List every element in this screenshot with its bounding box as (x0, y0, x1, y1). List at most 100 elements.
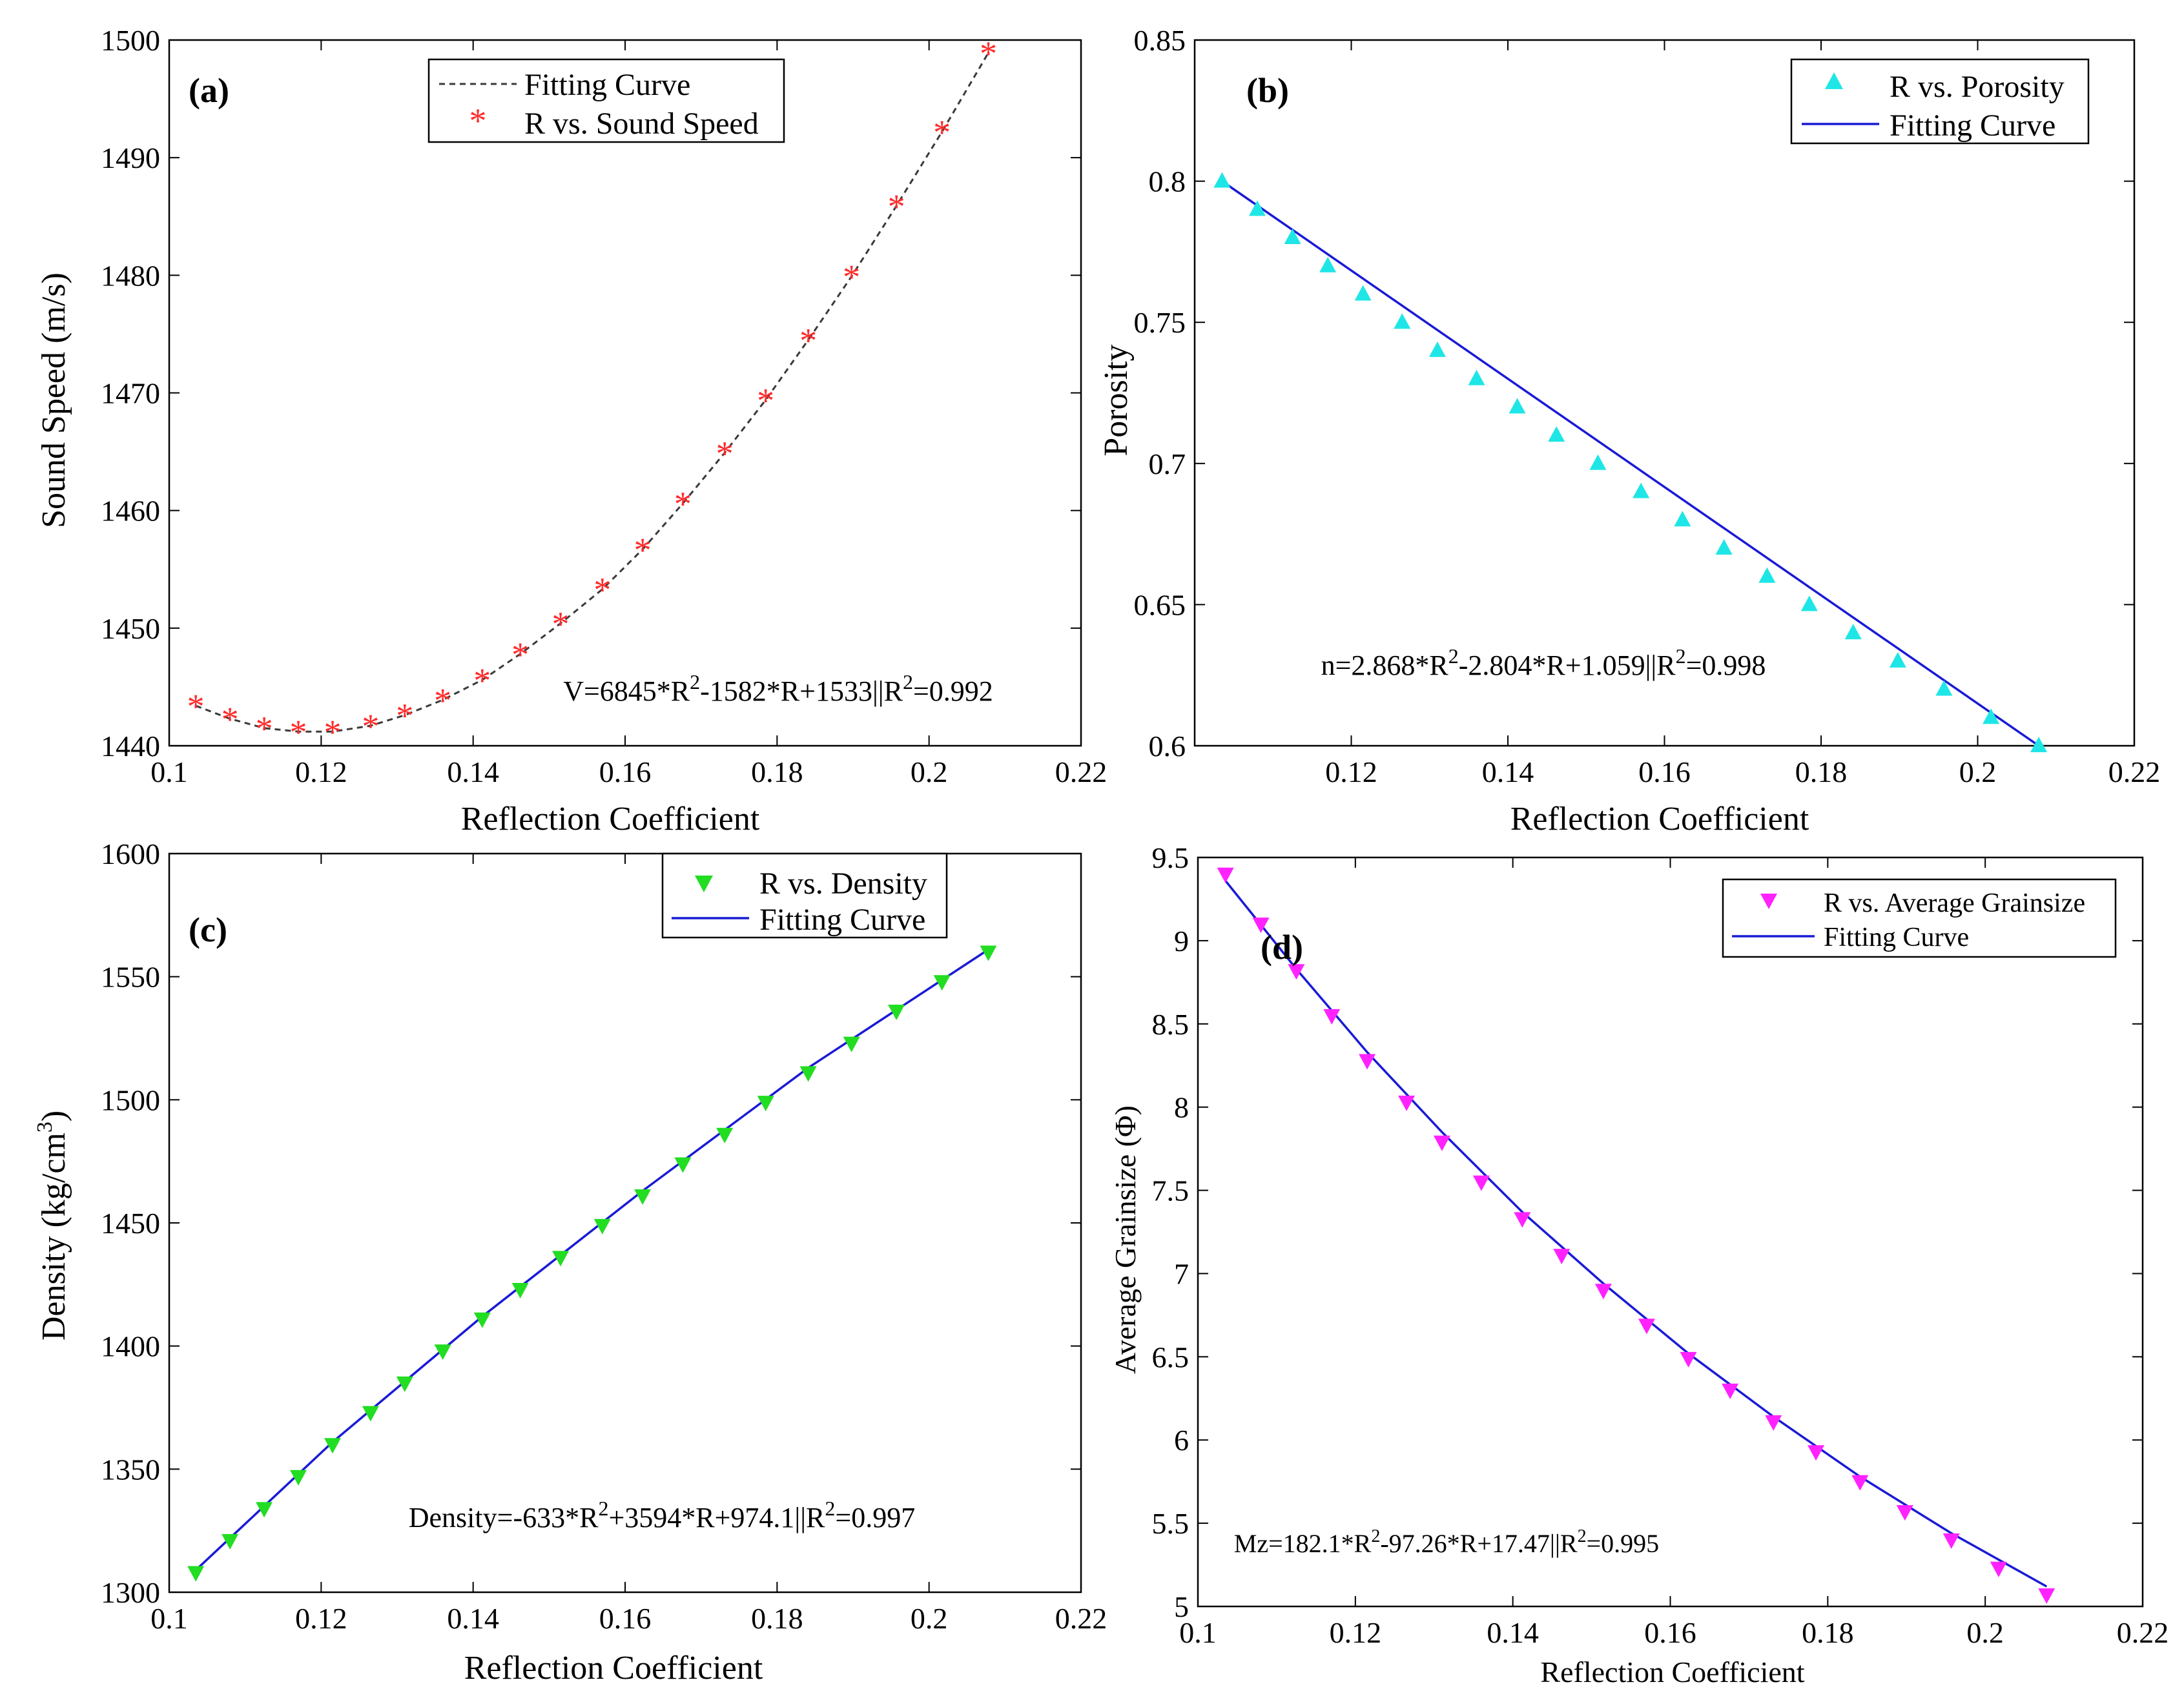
panel-c-legend-marker-swatch (695, 876, 713, 892)
panel-c-data-point (933, 975, 951, 991)
panel-a-legend: Fitting Curve * R vs. Sound Speed (428, 58, 785, 143)
panel-d-label: (d) (1261, 928, 1303, 967)
panel-c-xtick-label: 0.14 (447, 1602, 499, 1635)
panel-d-equation: Mz=182.1*R2-97.26*R+17.47||R2=0.995 (1234, 1526, 1659, 1558)
panel-c-ylabel-tail: ) (36, 1111, 72, 1122)
panel-d-legend: R vs. Average Grainsize Fitting Curve (1722, 878, 2117, 958)
panel-c-xtick-label: 0.1 (150, 1602, 188, 1635)
panel-d-ytick-label: 5.5 (1152, 1507, 1190, 1540)
panel-c-plot-area: 0.1 0.12 0.14 0.16 0.18 0.2 0.22 1300 1350 1400 14… (101, 837, 1107, 1635)
panel-c-data-point (634, 1189, 652, 1205)
panel-b-legend: R vs. Porosity Fitting Curve (1790, 58, 2090, 145)
panel-a-ytick-label: 1450 (101, 612, 160, 645)
panel-b-data-point (1889, 651, 1906, 668)
panel-a-label: (a) (189, 71, 229, 110)
panel-a-data-point: * (980, 34, 997, 73)
panel-b-data-point (1428, 341, 1446, 357)
panel-b-data-point (1284, 229, 1301, 245)
panel-c-equation-sup1: 2 (598, 1497, 608, 1520)
panel-b-ytick-label: 0.6 (1149, 730, 1186, 763)
panel-c-data-point (221, 1533, 239, 1550)
panel-a-equation-sup2: 2 (903, 670, 913, 693)
panel-d-data-point (2038, 1588, 2055, 1604)
panel-b-equation-main: n=2.868*R (1321, 650, 1449, 681)
panel-b-equation-sup2: 2 (1676, 644, 1686, 668)
panel-c-ylabel-main: Density (kg/cm (36, 1133, 72, 1340)
panel-b-data-point (1354, 285, 1372, 301)
panel-d-ytick-label: 7.5 (1152, 1174, 1190, 1207)
panel-b-data-point (2030, 737, 2048, 752)
panel-a-xtick-label: 0.18 (751, 755, 803, 788)
panel-a-data-point: * (757, 381, 774, 420)
panel-b-data-point (1633, 482, 1650, 498)
panel-d-ylabel: Average Grainsize (Φ) (1109, 1105, 1142, 1374)
panel-a-equation-mid: -1582*R+1533||R (700, 675, 903, 707)
panel-d-data-point (1553, 1249, 1571, 1265)
panel-a-equation-tail: =0.992 (913, 675, 993, 707)
panel-c: 0.1 0.12 0.14 0.16 0.18 0.2 0.22 1300 1350 1400 14… (33, 837, 1107, 1687)
panel-a-ytick-label: 1460 (101, 495, 160, 528)
panel-b-legend-marker-label: R vs. Porosity (1890, 70, 2065, 104)
panel-c-data-point (888, 1005, 905, 1021)
panel-d-data-point (1514, 1212, 1531, 1228)
panel-d-legend-box (1722, 878, 2117, 958)
panel-d-data-point (1472, 1175, 1490, 1191)
panel-c-equation-mid: +3594*R+974.1||R (608, 1502, 825, 1533)
panel-c-data-point (434, 1344, 451, 1360)
panel-d-data-point (1288, 964, 1305, 980)
panel-d-ytick-label: 8 (1174, 1091, 1189, 1124)
panel-a-ytick-label: 1440 (101, 730, 160, 763)
panel-d-ytick-label: 7 (1174, 1257, 1189, 1290)
panel-c-data-point (551, 1251, 569, 1267)
panel-d-ytick-label: 9.5 (1152, 841, 1190, 874)
panel-c-data-point (187, 1566, 205, 1582)
panel-c-data-point (290, 1470, 307, 1486)
panel-c-equation-tail: =0.997 (835, 1502, 915, 1533)
panel-a-equation: V=6845*R2-1582*R+1533||R2=0.992 (563, 670, 993, 707)
panel-b-data-point (1758, 567, 1776, 583)
panel-b-data-point (1715, 538, 1733, 555)
panel-b-data-point (1844, 624, 1862, 640)
panel-a-data-point: * (362, 707, 379, 746)
panel-a-data-point: * (290, 713, 307, 752)
panel-a-data-point: * (221, 700, 239, 739)
panel-a-ytick-label: 1480 (101, 259, 160, 292)
panel-c-xlabel: Reflection Coefficient (464, 1650, 763, 1687)
panel-a-data-point: * (551, 605, 569, 644)
panel-d-xlabel: Reflection Coefficient (1540, 1656, 1804, 1688)
panel-d-data-point (1808, 1445, 1825, 1461)
panel-a-legend-marker-swatch: * (469, 101, 487, 140)
panel-c-ytick-label: 1500 (101, 1083, 160, 1116)
panel-a-ytick-label: 1490 (101, 141, 160, 174)
panel-b-data-point (1548, 426, 1565, 442)
panel-c-data-point (593, 1218, 611, 1235)
panel-d-ytick-label: 8.5 (1152, 1008, 1190, 1041)
panel-c-xtick-label: 0.12 (295, 1602, 347, 1635)
panel-a: 0.1 0.12 0.14 0.16 0.18 0.2 0.22 1440 1450 1460 14… (36, 24, 1107, 837)
panel-c-data-point (799, 1066, 817, 1082)
panel-c-data-point (757, 1096, 774, 1112)
panel-a-xtick-label: 0.12 (295, 755, 347, 788)
panel-a-data-point: * (933, 113, 951, 152)
panel-c-ytick-label: 1600 (101, 837, 160, 870)
panel-d-equation-sup1: 2 (1371, 1526, 1380, 1546)
panel-d-data-point (1252, 918, 1270, 934)
panel-a-equation-main: V=6845*R (563, 675, 690, 707)
panel-c-data-point (980, 945, 997, 961)
panel-d-data-point (1722, 1383, 1739, 1399)
panel-b-xtick-label: 0.14 (1482, 755, 1534, 788)
panel-b-xtick-label: 0.22 (2108, 755, 2161, 788)
panel-b-xtick-label: 0.16 (1638, 755, 1691, 788)
panel-c-ytick-label: 1550 (101, 961, 160, 994)
panel-a-data-point: * (434, 681, 451, 720)
panel-a-ytick-label: 1500 (101, 24, 160, 57)
panel-a-equation-sup1: 2 (690, 670, 700, 693)
panel-a-data-point: * (511, 635, 529, 674)
panel-c-ylabel: Density (kg/cm3) (33, 1111, 72, 1340)
panel-a-ytick-label: 1470 (101, 377, 160, 410)
panel-d-xtick-label: 0.1 (1179, 1616, 1217, 1649)
panel-a-legend-box (428, 58, 785, 143)
panel-b-legend-fit-label: Fitting Curve (1890, 108, 2055, 143)
panel-a-data-point: * (799, 322, 817, 360)
panel-b-ytick-label: 0.75 (1134, 306, 1186, 339)
